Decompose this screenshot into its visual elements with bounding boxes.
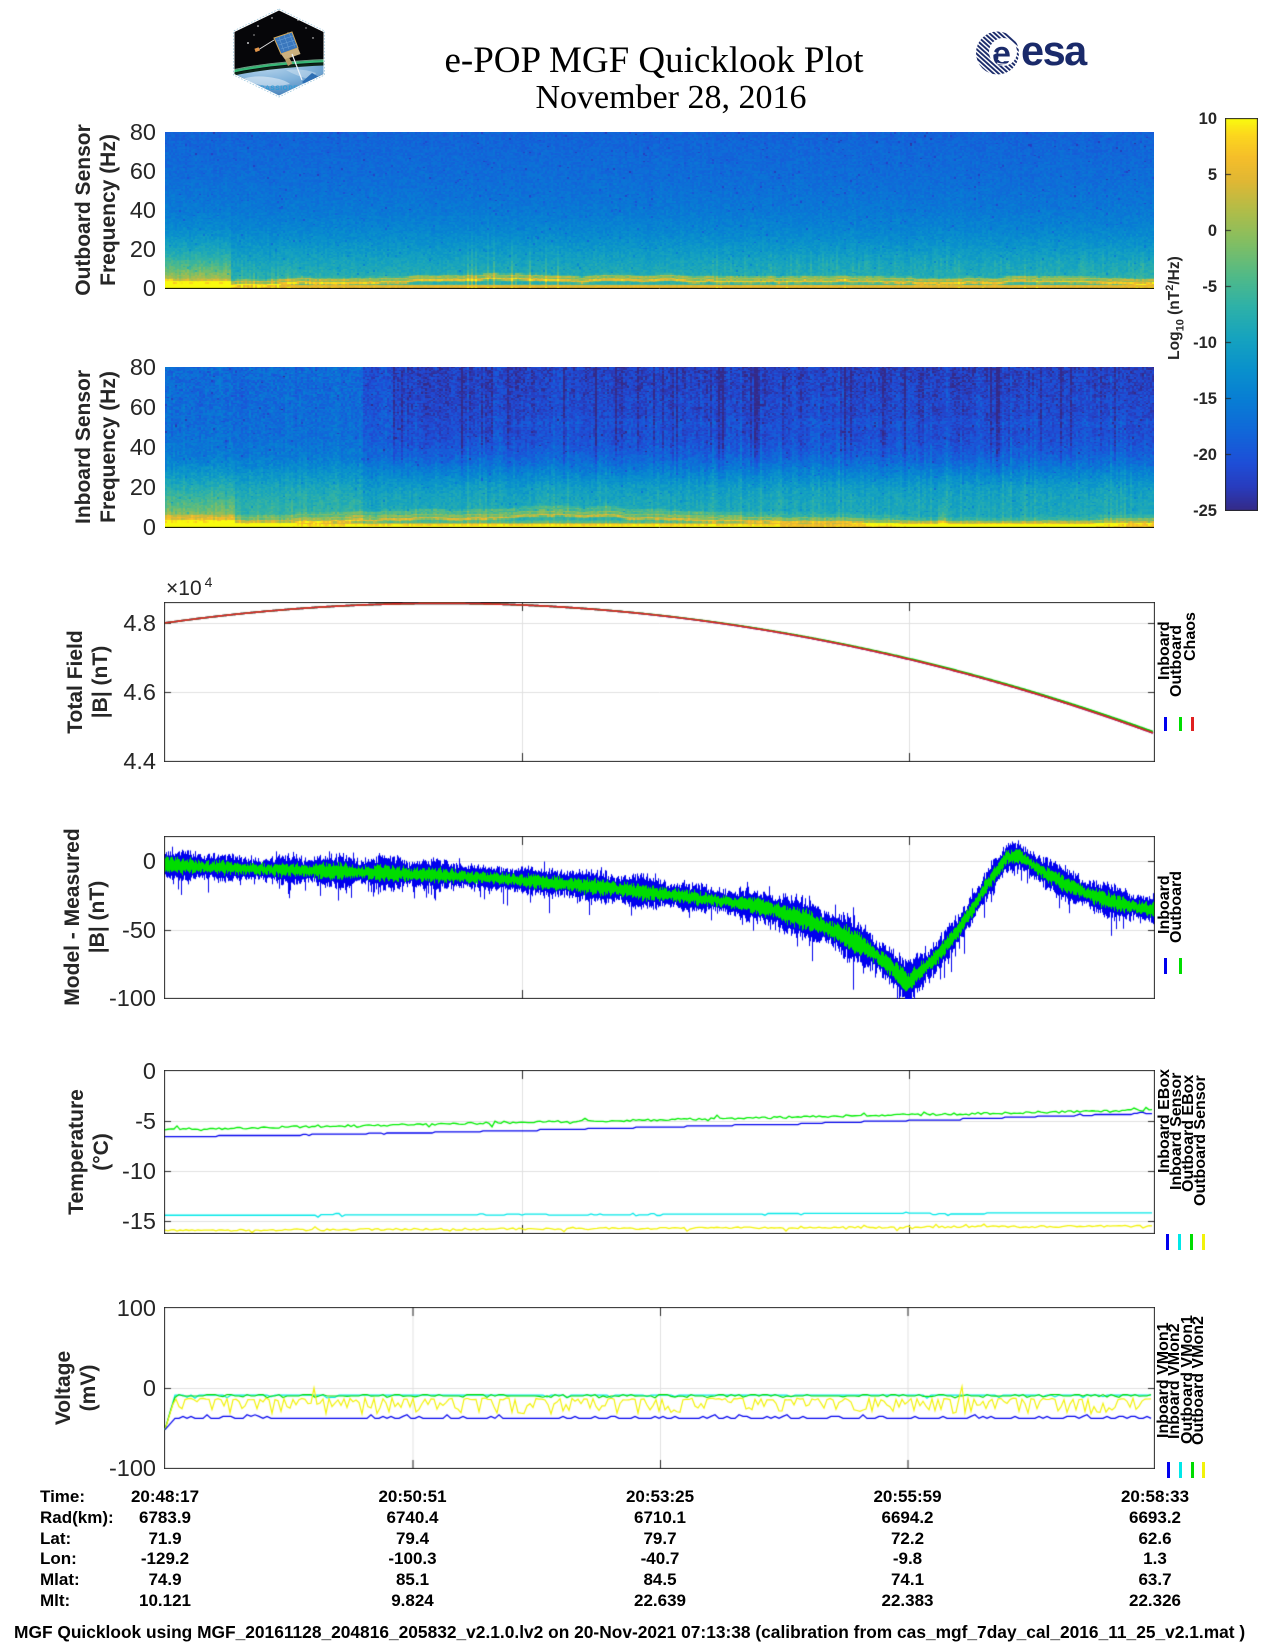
svg-text:esa: esa bbox=[1021, 28, 1088, 74]
svg-text:CASSIOPE: CASSIOPE bbox=[260, 85, 298, 92]
